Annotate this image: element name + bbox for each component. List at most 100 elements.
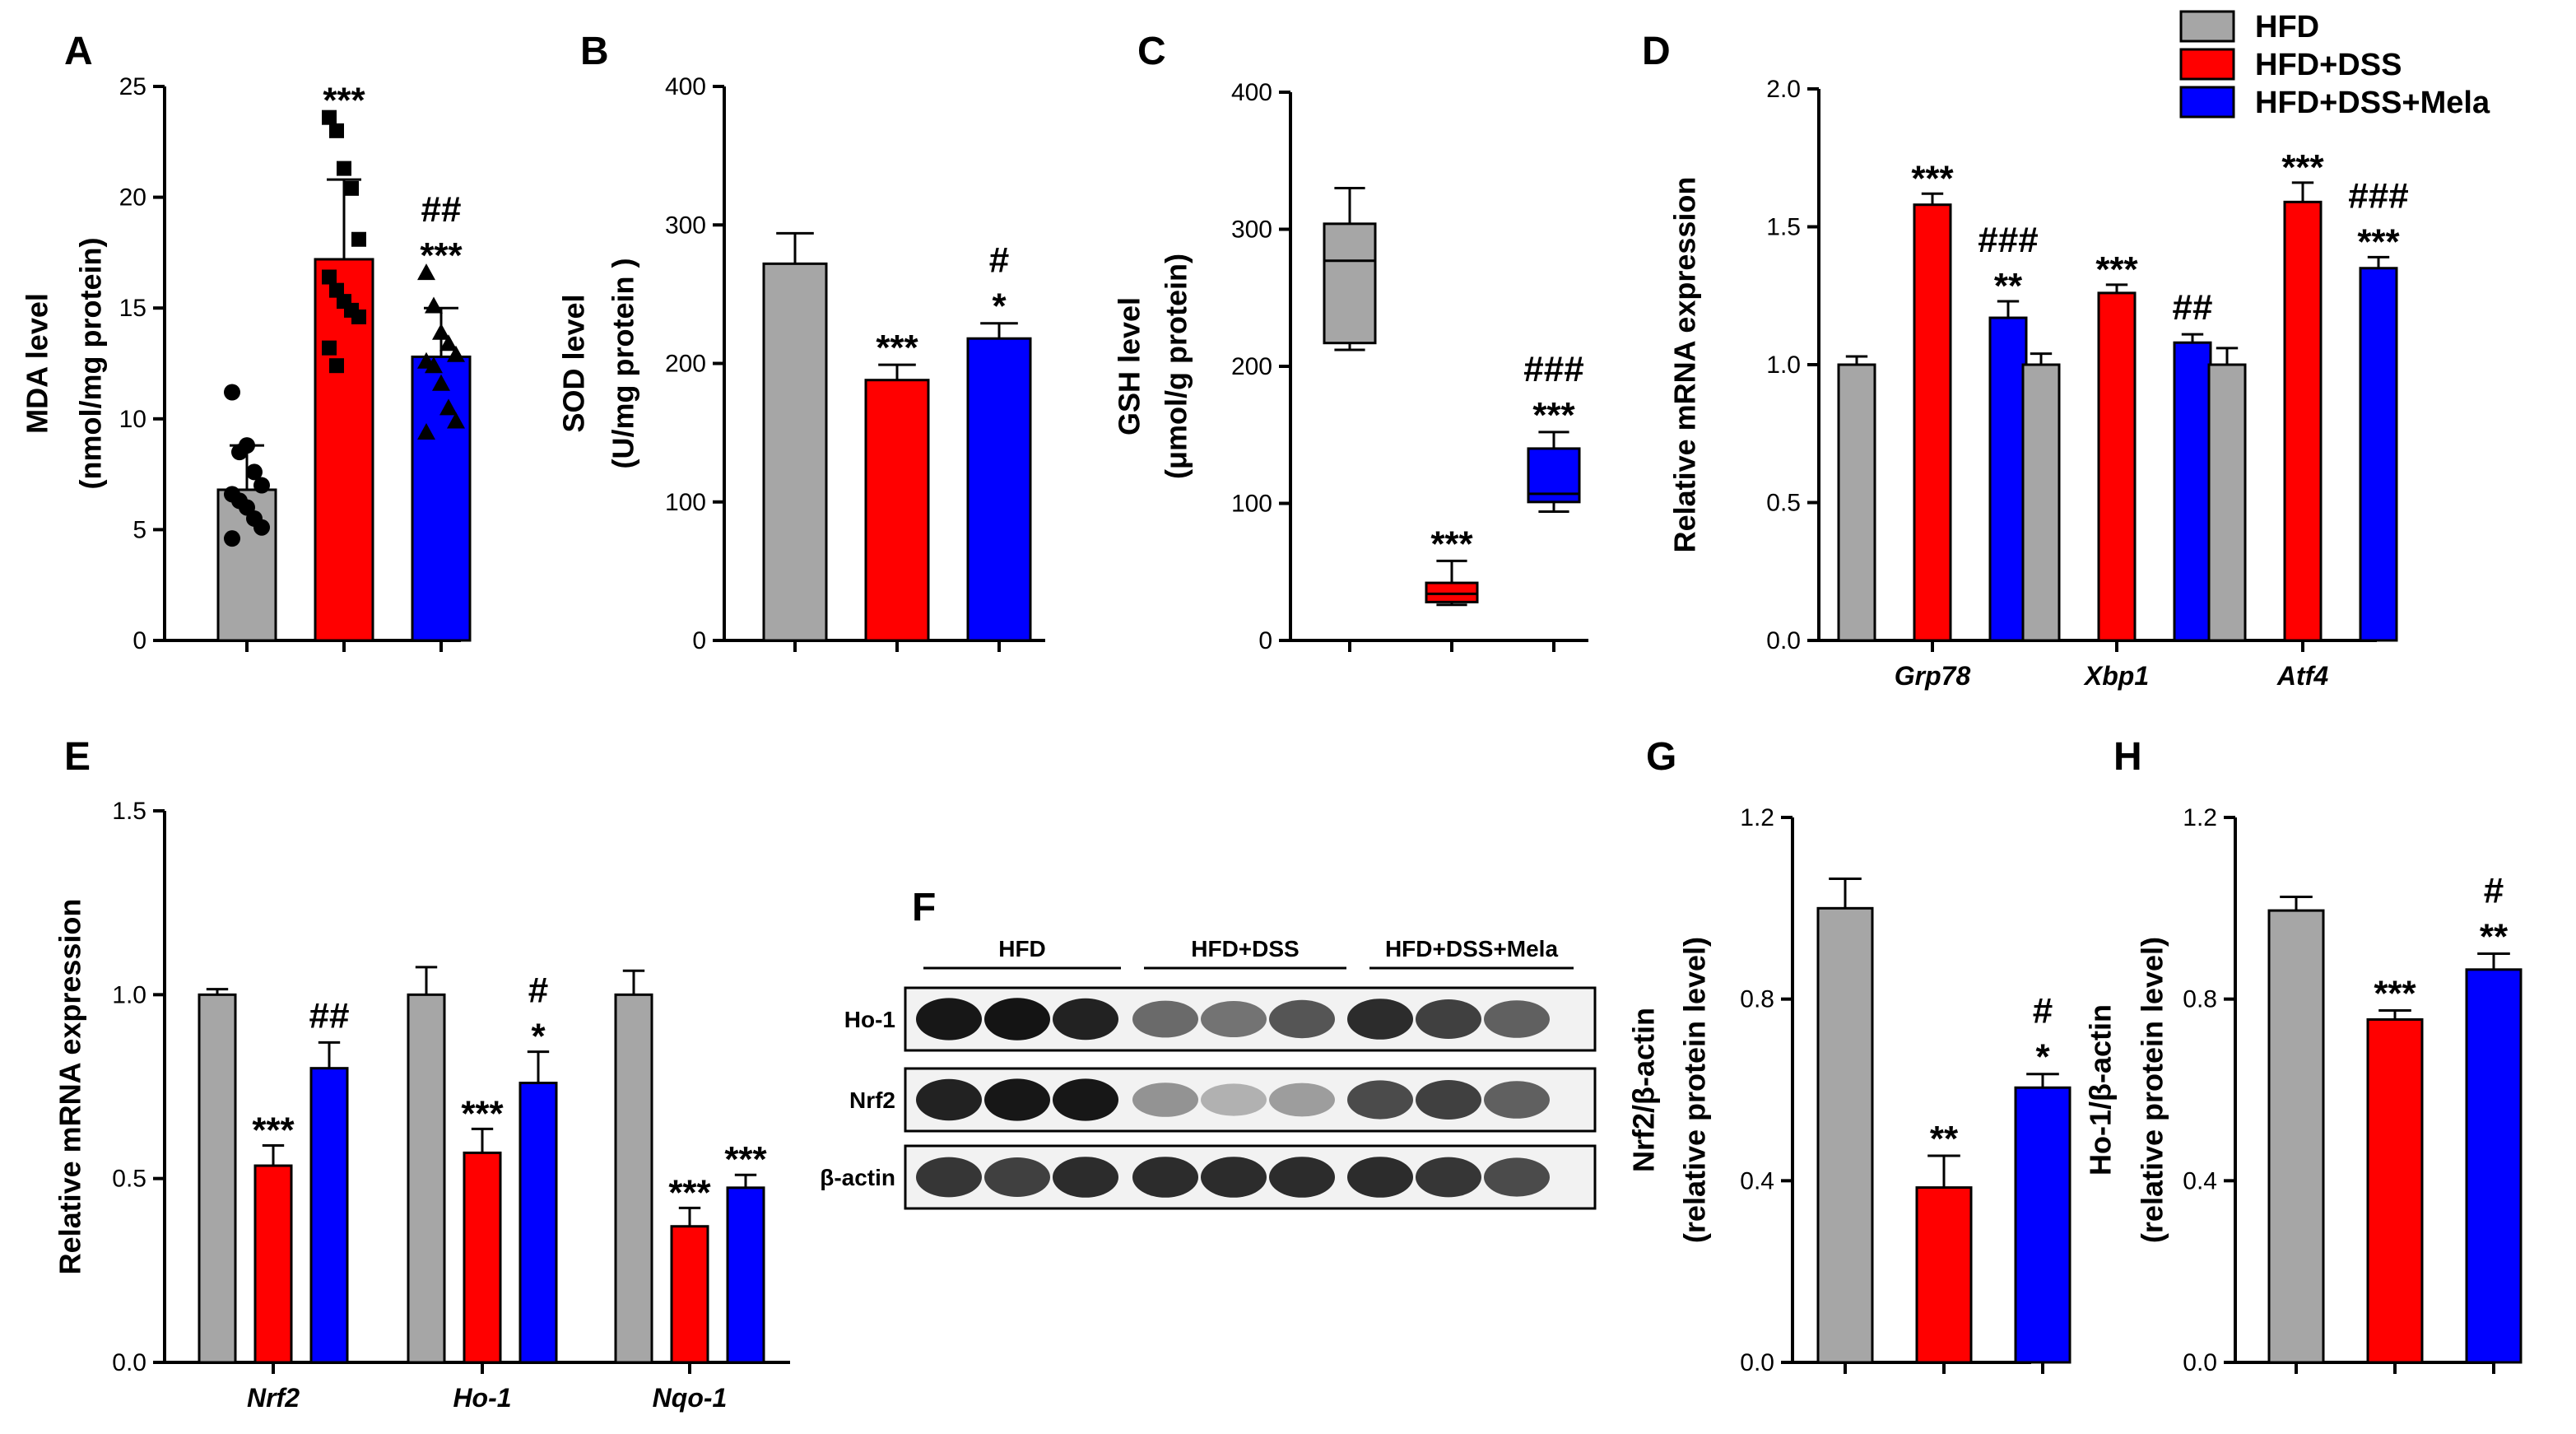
significance-mark: *** — [461, 1093, 504, 1134]
blot-band — [1347, 1157, 1413, 1198]
significance-mark: ### — [1978, 220, 2038, 260]
y-tick-label: 1.0 — [1766, 352, 1801, 379]
y-axis-label-unit: (relative protein level) — [1678, 937, 1712, 1243]
y-tick-label: 0.5 — [112, 1166, 146, 1193]
blot-row-label: Nrf2 — [849, 1087, 895, 1113]
legend-swatch — [2179, 86, 2235, 119]
data-point — [439, 398, 458, 416]
blot-band — [1484, 1000, 1550, 1038]
y-tick-label: 1.2 — [2183, 804, 2217, 831]
y-tick-label: 15 — [119, 295, 146, 322]
legend-swatch — [2179, 10, 2235, 43]
x-category-label: Grp78 — [1895, 661, 1971, 691]
y-tick-label: 1.5 — [1766, 214, 1801, 241]
data-point — [344, 180, 359, 196]
y-tick-label: 25 — [119, 73, 146, 100]
data-point — [447, 345, 465, 362]
significance-mark: ## — [421, 189, 462, 230]
panel-letter: A — [64, 30, 93, 73]
y-axis-label-unit: (U/mg protein ) — [607, 258, 640, 469]
panel-h: H 0.0 0.4 0.8 1.2 Ho-1/β-actin (relative prote… — [2084, 735, 2523, 1376]
significance-mark: *** — [2095, 249, 2138, 290]
data-point — [322, 109, 337, 125]
data-point — [432, 374, 450, 391]
y-axis-label: Relative mRNA expression — [1668, 177, 1702, 553]
significance-mark: *** — [2281, 147, 2324, 188]
data-point — [351, 231, 366, 247]
bar-grp78-1 — [1837, 363, 1876, 642]
panel-letter: H — [2113, 735, 2142, 779]
legend-entry-label: HFD — [2255, 10, 2319, 44]
significance-mark: *** — [420, 235, 463, 276]
blot-band — [1053, 1078, 1118, 1121]
blot-band — [1053, 1157, 1118, 1198]
y-tick-label: 400 — [1231, 79, 1272, 106]
data-point — [322, 269, 337, 285]
data-point — [432, 323, 450, 340]
legend-swatch — [2179, 48, 2235, 81]
bar-ho-1-1 — [407, 993, 446, 1364]
bar-xbp1-3 — [2173, 341, 2212, 642]
y-axis-label: SOD level — [557, 294, 591, 432]
significance-mark: ** — [1930, 1119, 1959, 1159]
blot-row-label: β-actin — [820, 1165, 895, 1190]
legend-entry-label: HFD+DSS — [2255, 48, 2402, 82]
significance-mark: # — [989, 240, 1009, 281]
blot-band — [1484, 1081, 1550, 1119]
data-point — [439, 334, 458, 352]
y-tick-label: 300 — [665, 212, 706, 239]
bar-atf4-1 — [2207, 363, 2247, 642]
x-category-label: Xbp1 — [2083, 661, 2149, 691]
y-axis-label-unit: (relative protein level) — [2136, 937, 2169, 1243]
y-axis-label-unit: (μmol/g protein) — [1160, 254, 1193, 479]
significance-mark: ### — [2348, 175, 2408, 216]
panel-letter: G — [1646, 735, 1676, 779]
blot-band — [1416, 1157, 1481, 1198]
bar-nqo-1-1 — [614, 993, 653, 1364]
y-axis-label: GSH level — [1113, 297, 1146, 435]
panel-a: A 0 5 10 15 20 25 MDA level (nmol/mg protein) ***… — [21, 30, 472, 654]
panel-c: C 0 100 200 300 400 GSH level (μmol/g protein) *… — [1113, 30, 1588, 654]
y-tick-label: 1.0 — [112, 981, 146, 1008]
significance-mark: *** — [1911, 158, 1954, 198]
y-tick-label: 0 — [692, 627, 706, 654]
panel-letter: E — [64, 735, 91, 779]
data-point — [425, 296, 443, 314]
y-tick-label: 100 — [1231, 491, 1272, 518]
y-tick-label: 400 — [665, 73, 706, 100]
box-1 — [1323, 222, 1377, 345]
data-point — [329, 123, 344, 138]
blot-band — [916, 998, 982, 1041]
data-point — [417, 422, 435, 440]
bar-nrf2-1 — [198, 993, 237, 1364]
data-point — [425, 356, 443, 374]
significance-mark: ## — [309, 995, 350, 1036]
significance-mark: *** — [668, 1172, 711, 1213]
significance-mark: # — [2033, 991, 2053, 1031]
y-axis-label: Nrf2/β-actin — [1627, 1008, 1661, 1172]
blot-band — [1132, 1082, 1198, 1117]
bar-nrf2-2 — [253, 1164, 293, 1364]
bar-1 — [1816, 906, 1874, 1364]
bar-nqo-1-2 — [670, 1225, 709, 1364]
y-tick-label: 0.8 — [2183, 986, 2217, 1013]
significance-mark: *** — [323, 81, 365, 121]
panel-d: D 0.0 0.5 1.0 1.5 2.0 Relative mRNA expression… — [1642, 30, 2409, 691]
y-tick-label: 0.0 — [1766, 627, 1801, 654]
y-tick-label: 0.0 — [2183, 1349, 2217, 1376]
blot-group-label: HFD — [998, 936, 1046, 961]
significance-mark: ** — [2480, 917, 2509, 957]
y-tick-label: 0.4 — [1740, 1167, 1774, 1194]
bar-xbp1-1 — [2021, 363, 2061, 642]
blot-band — [1269, 1082, 1335, 1117]
panel-letter: B — [580, 30, 609, 73]
bar-xbp1-2 — [2097, 291, 2137, 642]
y-tick-label: 100 — [665, 489, 706, 516]
blot-band — [1347, 1080, 1413, 1120]
y-tick-label: 0.0 — [112, 1349, 146, 1376]
data-point — [239, 437, 255, 454]
y-tick-label: 0.4 — [2183, 1167, 2217, 1194]
